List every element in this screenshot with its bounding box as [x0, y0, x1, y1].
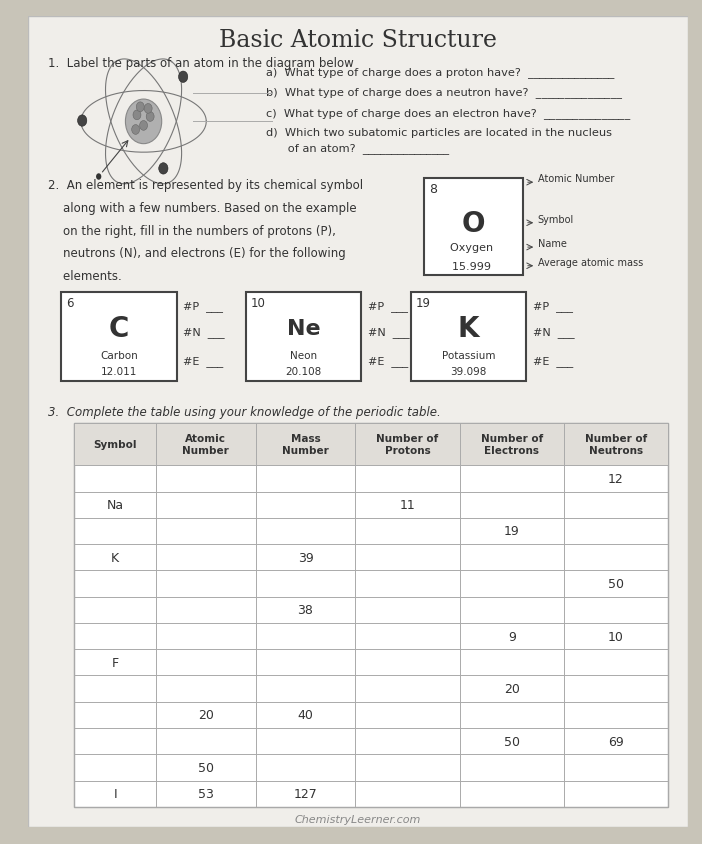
Text: 19: 19	[416, 296, 431, 310]
Text: Neon: Neon	[290, 350, 317, 360]
Text: 127: 127	[293, 787, 317, 800]
Circle shape	[96, 174, 101, 181]
Text: 3.  Complete the table using your knowledge of the periodic table.: 3. Complete the table using your knowled…	[48, 406, 441, 419]
Text: K: K	[111, 551, 119, 564]
Text: Basic Atomic Structure: Basic Atomic Structure	[219, 29, 497, 52]
Text: d)  Which two subatomic particles are located in the nucleus: d) Which two subatomic particles are loc…	[265, 128, 611, 138]
Bar	[74, 424, 668, 466]
Text: 2.  An element is represented by its chemical symbol: 2. An element is represented by its chem…	[48, 179, 363, 192]
Text: along with a few numbers. Based on the example: along with a few numbers. Based on the e…	[48, 202, 357, 214]
Text: #P  ___: #P ___	[533, 300, 573, 311]
Text: Potassium: Potassium	[442, 350, 496, 360]
Circle shape	[77, 116, 87, 127]
Text: 38: 38	[298, 603, 313, 617]
Text: Name: Name	[538, 239, 567, 249]
Text: Atomic Number: Atomic Number	[538, 174, 614, 184]
Circle shape	[140, 122, 147, 131]
Text: Symbol: Symbol	[538, 214, 574, 225]
Text: C: C	[109, 315, 129, 343]
Text: #N  ___: #N ___	[368, 327, 409, 338]
Text: of an atom?  _______________: of an atom? _______________	[265, 143, 449, 154]
Text: neutrons (N), and electrons (E) for the following: neutrons (N), and electrons (E) for the …	[48, 247, 345, 260]
Circle shape	[136, 103, 144, 112]
Text: 20: 20	[198, 708, 213, 722]
Text: 69: 69	[608, 735, 624, 748]
Text: 50: 50	[198, 761, 213, 774]
Text: 1.  Label the parts of an atom in the diagram below: 1. Label the parts of an atom in the dia…	[48, 57, 354, 70]
Circle shape	[159, 164, 168, 175]
Text: K: K	[458, 315, 479, 343]
Circle shape	[132, 126, 140, 135]
Text: 12: 12	[608, 473, 624, 485]
Text: #P  ___: #P ___	[183, 300, 223, 311]
Text: c)  What type of charge does an electron have?  _______________: c) What type of charge does an electron …	[265, 108, 630, 118]
Text: Atomic
Number: Atomic Number	[183, 434, 229, 456]
Text: Number of
Electrons: Number of Electrons	[481, 434, 543, 456]
Text: 8: 8	[430, 183, 437, 196]
Text: Number of
Neutrons: Number of Neutrons	[585, 434, 647, 456]
Text: Number of
Protons: Number of Protons	[376, 434, 439, 456]
Text: 6: 6	[67, 296, 74, 310]
Text: 10: 10	[251, 296, 266, 310]
Text: 53: 53	[198, 787, 213, 800]
Text: 50: 50	[608, 577, 624, 590]
Text: #N  ___: #N ___	[183, 327, 225, 338]
Circle shape	[133, 111, 141, 121]
Text: 50: 50	[504, 735, 519, 748]
Text: Oxygen: Oxygen	[450, 243, 497, 253]
Text: #P  ___: #P ___	[368, 300, 408, 311]
Text: 10: 10	[608, 630, 624, 643]
Text: Mass
Number: Mass Number	[282, 434, 329, 456]
Text: 12.011: 12.011	[100, 367, 137, 376]
Bar	[246, 292, 362, 381]
Text: ChemistryLeerner.com: ChemistryLeerner.com	[295, 814, 421, 824]
Text: 9: 9	[508, 630, 516, 643]
Text: Ne: Ne	[287, 319, 320, 338]
Text: O: O	[462, 209, 485, 237]
Text: 19: 19	[504, 525, 519, 538]
Text: Symbol: Symbol	[93, 440, 137, 450]
Text: #E  ___: #E ___	[183, 355, 223, 366]
Text: Carbon: Carbon	[100, 350, 138, 360]
Ellipse shape	[126, 100, 161, 144]
Text: I: I	[113, 787, 117, 800]
Bar	[424, 179, 523, 276]
Circle shape	[146, 112, 154, 122]
Text: #E  ___: #E ___	[533, 355, 573, 366]
Text: b)  What type of charge does a neutron have?  _______________: b) What type of charge does a neutron ha…	[265, 88, 622, 98]
Text: 40: 40	[298, 708, 313, 722]
Text: 15.999: 15.999	[452, 262, 495, 272]
Text: Average atomic mass: Average atomic mass	[538, 257, 643, 268]
Text: #N  ___: #N ___	[533, 327, 574, 338]
Text: 39: 39	[298, 551, 313, 564]
Text: 11: 11	[399, 499, 416, 511]
Text: 39.098: 39.098	[451, 367, 486, 376]
Text: F: F	[112, 656, 119, 669]
Bar	[411, 292, 526, 381]
Circle shape	[144, 105, 152, 114]
Text: a)  What type of charge does a proton have?  _______________: a) What type of charge does a proton hav…	[265, 68, 614, 78]
Text: elements.: elements.	[48, 270, 121, 283]
Text: 20.108: 20.108	[286, 367, 322, 376]
Text: on the right, fill in the numbers of protons (P),: on the right, fill in the numbers of pro…	[48, 225, 336, 237]
Circle shape	[178, 72, 187, 84]
Bar	[61, 292, 177, 381]
Text: 20: 20	[504, 682, 519, 695]
Bar	[74, 424, 668, 807]
Text: Na: Na	[107, 499, 124, 511]
Text: #E  ___: #E ___	[368, 355, 408, 366]
FancyBboxPatch shape	[28, 17, 688, 827]
